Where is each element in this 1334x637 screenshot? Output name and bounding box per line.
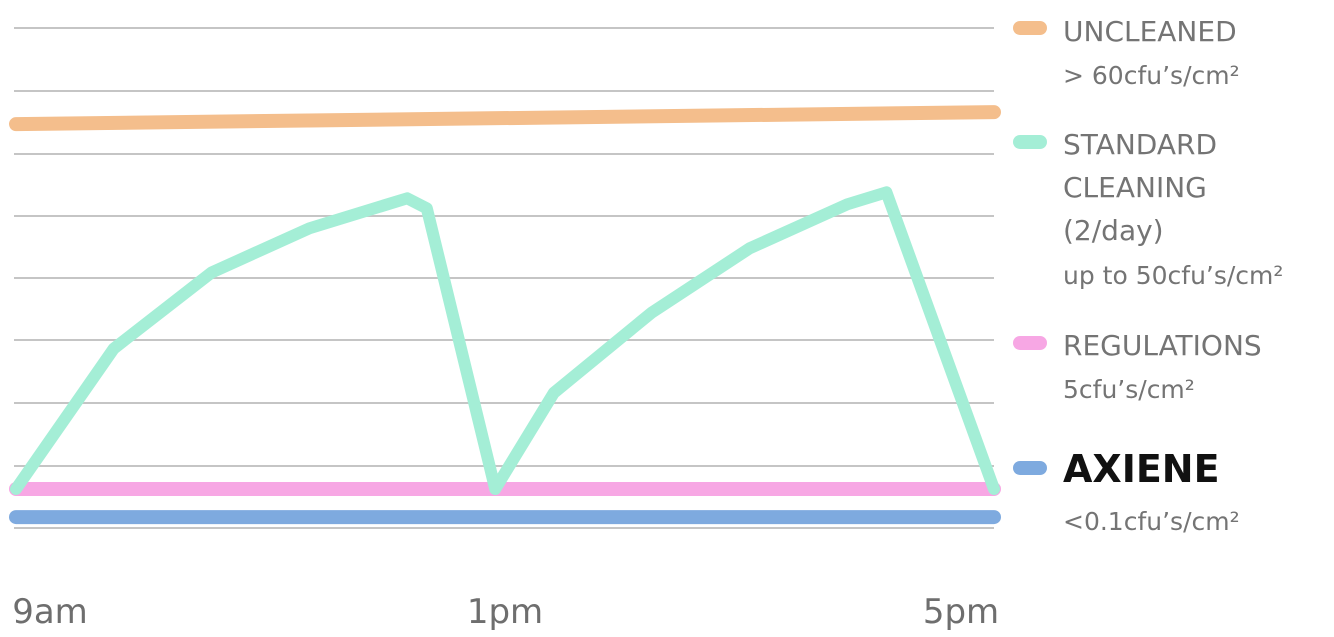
legend-label-axiene: AXIENE [1063,447,1220,491]
x-tick-label-5pm: 5pm [923,592,999,632]
legend-label-standard-cleaning-2-day-line-3: (2/day) [1063,214,1164,247]
legend-item-standard-cleaning-2-day: STANDARD CLEANING (2/day) up to 50cfu’s/cm² [1013,128,1283,290]
legend-sublabel-standard-cleaning-2-day: up to 50cfu’s/cm² [1063,261,1283,290]
legend-label-uncleaned: UNCLEANED [1063,15,1237,48]
x-tick-label-9am: 9am [12,592,88,632]
legend-sublabel-regulations: 5cfu’s/cm² [1063,375,1195,404]
legend-label-standard-cleaning-2-day-line-1: STANDARD [1063,128,1217,161]
series-lines [9,105,1001,525]
legend-item-regulations: REGULATIONS 5cfu’s/cm² [1013,329,1262,404]
legend: UNCLEANED > 60cfu’s/cm² STANDARD CLEANING (2… [1013,15,1283,536]
legend-item-axiene: AXIENE <0.1cfu’s/cm² [1013,447,1240,536]
x-tick-label-1pm: 1pm [467,592,543,632]
legend-sublabel-axiene: <0.1cfu’s/cm² [1063,507,1240,536]
legend-label-standard-cleaning-2-day-line-2: CLEANING [1063,171,1207,204]
legend-item-uncleaned: UNCLEANED > 60cfu’s/cm² [1013,15,1240,90]
legend-sublabel-uncleaned: > 60cfu’s/cm² [1063,61,1240,90]
legend-label-regulations: REGULATIONS [1063,329,1262,362]
x-axis-ticks: 9am 1pm 5pm [12,592,999,632]
series-line-standard-cleaning-2-day [10,186,1000,495]
series-line-uncleaned [9,105,1001,132]
gridlines [14,27,994,529]
